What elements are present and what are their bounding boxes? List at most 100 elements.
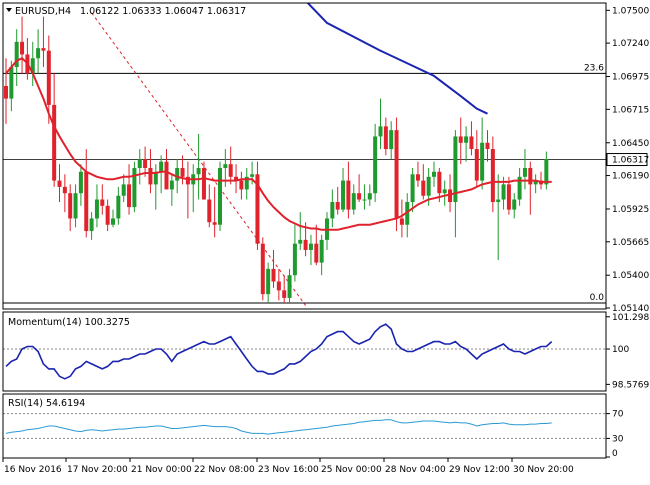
candle-body xyxy=(426,176,431,196)
candle-body xyxy=(512,199,517,210)
candle-body xyxy=(522,167,527,177)
candle-body xyxy=(303,239,308,250)
candle-body xyxy=(159,161,164,172)
candle-body xyxy=(292,243,297,276)
candle-body xyxy=(4,85,8,99)
candle-body xyxy=(30,58,35,74)
main-panel-frame xyxy=(2,2,607,310)
candle-body xyxy=(143,159,148,168)
x-tick-label: 21 Nov 00:00 xyxy=(131,465,192,475)
candle-body xyxy=(485,142,490,150)
main-title: EURUSD,H4 1.06122 1.06333 1.06047 1.0631… xyxy=(6,6,246,17)
y-tick-label: 1.07240 xyxy=(612,39,649,49)
candle-body xyxy=(62,186,67,194)
rsi-panel[interactable]: 70 30 0 xyxy=(3,410,624,459)
candle-body xyxy=(367,193,372,200)
candle-body xyxy=(239,180,244,190)
candle-body xyxy=(357,193,362,200)
candle-body xyxy=(362,199,367,201)
candle-body xyxy=(68,193,73,219)
candle-body xyxy=(148,167,153,185)
candle-body xyxy=(137,159,142,168)
candle-body xyxy=(41,48,46,51)
x-tick-label: 17 Nov 20:00 xyxy=(67,465,128,475)
candle-body xyxy=(528,167,533,185)
momentum-line xyxy=(5,323,553,380)
rsi-panel-frame xyxy=(2,393,607,459)
candle-body xyxy=(201,167,206,200)
rsi-title: RSI(14) 54.6194 xyxy=(8,398,85,409)
candle-body xyxy=(244,176,249,190)
y-tick-label: 1.06975 xyxy=(612,73,649,83)
candle-body xyxy=(437,171,442,194)
candle-body xyxy=(496,199,501,203)
candle-body xyxy=(223,164,228,168)
x-tick-label: 25 Nov 00:00 xyxy=(321,465,382,475)
candle-body xyxy=(464,136,469,143)
candle-body xyxy=(399,218,404,225)
candle-body xyxy=(207,199,212,223)
x-tick-label: 22 Nov 08:00 xyxy=(194,465,255,475)
y-tick-label: 1.06715 xyxy=(612,105,649,115)
current-price-label: 1.06317 xyxy=(612,156,649,166)
candle-body xyxy=(533,180,538,185)
candle-body xyxy=(490,149,495,203)
candle-body xyxy=(20,41,25,55)
candle-body xyxy=(46,50,51,105)
candle-body xyxy=(335,202,340,210)
y-tick-label: 98.5769 xyxy=(612,380,649,390)
candle-body xyxy=(57,180,62,187)
candle-body xyxy=(448,189,453,203)
y-tick-label: 0 xyxy=(612,449,618,459)
y-tick-label: 1.05665 xyxy=(612,238,649,248)
candle-body xyxy=(271,268,276,282)
candle-body xyxy=(351,193,356,210)
candle-body xyxy=(421,180,426,196)
ma-fast-line xyxy=(5,56,552,231)
y-tick-label: 1.05925 xyxy=(612,205,649,215)
candle-body xyxy=(287,275,292,298)
candle-body xyxy=(121,184,126,196)
x-tick-label: 16 Nov 2016 xyxy=(4,465,62,475)
candle-body xyxy=(308,243,313,250)
candle-body xyxy=(14,41,19,68)
candle-body xyxy=(501,184,506,200)
candle-body xyxy=(341,180,346,210)
fib-level-label: 23.6 xyxy=(584,63,604,73)
y-tick-label: 1.07500 xyxy=(612,6,649,16)
candle-body xyxy=(255,174,260,244)
y-tick-label: 1.06190 xyxy=(612,172,649,182)
dropdown-arrow-icon[interactable] xyxy=(6,8,12,12)
candle-body xyxy=(185,176,190,185)
candle-body xyxy=(458,136,463,143)
candle-body xyxy=(9,67,14,99)
ohlc-readout: 1.06122 1.06333 1.06047 1.06317 xyxy=(80,6,246,17)
x-tick-label: 28 Nov 04:00 xyxy=(385,465,446,475)
candle-body xyxy=(410,174,415,203)
candle-body xyxy=(78,171,83,194)
candle-body xyxy=(389,130,394,150)
candle-body xyxy=(432,171,436,177)
candle-body xyxy=(373,136,378,194)
candle-body xyxy=(153,171,158,185)
x-tick-label: 29 Nov 12:00 xyxy=(449,465,510,475)
x-tick-label: 23 Nov 16:00 xyxy=(258,465,319,475)
candle-body xyxy=(52,104,57,181)
candle-body xyxy=(105,205,110,225)
ma-slow-line xyxy=(306,3,488,115)
y-tick-label: 100 xyxy=(612,345,629,355)
candle-body xyxy=(298,239,303,244)
main-price-panel[interactable]: 1.07500 1.07240 1.06975 1.06715 1.06450 1.061… xyxy=(3,0,649,314)
y-tick-label: 1.06450 xyxy=(612,139,649,149)
candle-body xyxy=(94,199,99,219)
candle-body xyxy=(250,174,255,177)
candle-body xyxy=(474,149,479,181)
candle-body xyxy=(212,222,217,225)
candle-body xyxy=(415,174,420,181)
y-tick-label: 30 xyxy=(612,434,624,444)
candle-body xyxy=(164,161,169,190)
